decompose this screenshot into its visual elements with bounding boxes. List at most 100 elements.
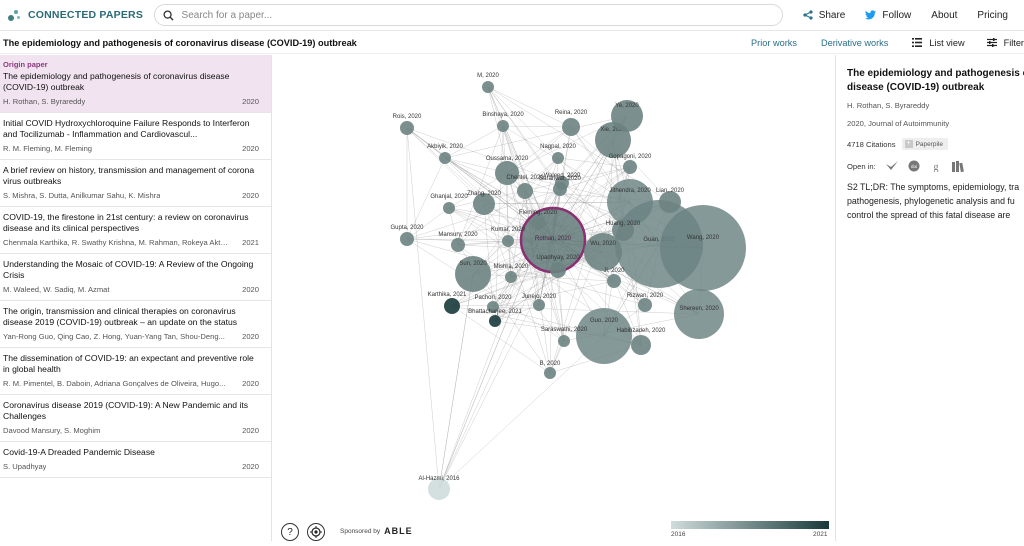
graph-edge [406, 222, 539, 240]
list-view-button[interactable]: List view [912, 37, 965, 48]
graph-edge [406, 207, 450, 240]
graph-nodes: Guan, 2020 Wang, 2020 Rothan, 2020 Guo, 202… [390, 73, 746, 500]
graph-node[interactable]: Gopagoni, 2020 [609, 154, 652, 174]
graph-node[interactable]: Zhang, 2020 [467, 191, 502, 215]
graph-node[interactable]: Saraswathi, 2020 [541, 327, 588, 347]
graph-node[interactable]: Chentel, 2020 [506, 175, 544, 199]
paper-year: 2020 [242, 191, 259, 200]
list-item[interactable]: Initial COVID Hydroxychloroquine Failure… [0, 113, 271, 160]
paperpile-button[interactable]: + Paperpile [901, 138, 949, 150]
graph-node[interactable]: Binshaya, 2020 [482, 112, 524, 132]
graph-node[interactable]: Rothan, 2020 [519, 206, 587, 274]
graph-node[interactable]: Ye, 2020 [611, 100, 643, 132]
graph-node[interactable]: Fleming, 2020 [519, 210, 558, 230]
graph-node[interactable]: Pachori, 2020 [474, 295, 512, 313]
list-item[interactable]: Understanding the Mosaic of COVID-19: A … [0, 254, 271, 301]
search-bar[interactable] [153, 4, 783, 26]
graph-node[interactable]: Nagpal, 2020 [540, 144, 577, 164]
graph-node-circle [444, 298, 460, 314]
search-input[interactable] [181, 9, 762, 21]
graph-edge [502, 125, 539, 224]
filter-button[interactable]: Filter [986, 38, 1024, 48]
graph-node-label: Al-Hazmi, 2016 [418, 476, 460, 482]
graph-node[interactable]: Gupta, 2020 [390, 225, 424, 246]
graph-node[interactable]: B, 2020 [540, 361, 561, 379]
pricing-link[interactable]: Pricing [977, 9, 1008, 21]
graph-edge [406, 157, 446, 240]
graph-node[interactable]: Mansury, 2020 [438, 232, 478, 252]
list-item[interactable]: The origin, transmission and clinical th… [0, 301, 271, 348]
graph-edge [444, 157, 526, 192]
graph-node[interactable]: Kumar, 2020 [491, 227, 526, 247]
derivative-works-link[interactable]: Derivative works [820, 37, 889, 48]
graph-edge [457, 125, 504, 246]
graph-node[interactable]: Wang, 2020 [660, 205, 746, 291]
list-view-label: List view [929, 37, 965, 48]
graph-node[interactable]: Shereen, 2020 [674, 289, 724, 339]
doi-icon[interactable]: doi [908, 160, 920, 172]
graph-canvas[interactable]: Guan, 2020 Wang, 2020 Rothan, 2020 Guo, 202… [273, 55, 835, 541]
library-icon[interactable] [951, 160, 964, 172]
graph-node[interactable]: Huang, 2020 [606, 219, 641, 241]
recenter-button[interactable] [307, 523, 325, 541]
list-item[interactable]: COVID-19, the firestone in 21st century:… [0, 207, 271, 254]
graph-node[interactable]: M, 2020 [477, 73, 499, 93]
graph-node-circle [612, 219, 634, 241]
graph-node[interactable]: Rois, 2020 [393, 114, 422, 135]
help-button[interactable]: ? [281, 523, 299, 541]
brand-logo[interactable]: CONNECTED PAPERS [8, 8, 148, 22]
semantic-scholar-icon[interactable] [885, 160, 898, 172]
paperpile-icon: + [904, 140, 913, 148]
graph-edge [472, 182, 563, 275]
graph-node[interactable]: Sun, 2020 [455, 256, 491, 292]
share-button[interactable]: Share [803, 10, 845, 21]
graph-node[interactable]: Bhattacharjee, 2021 [468, 309, 523, 327]
paper-year: 2020 [242, 462, 259, 471]
graph-node[interactable]: Jithendra, 2020 [607, 179, 653, 225]
graph-node[interactable]: Al-Hazmi, 2016 [418, 476, 460, 500]
graph-node[interactable]: Ji, 2020 [603, 268, 625, 288]
list-item[interactable]: A brief review on history, transmission … [0, 160, 271, 207]
detail-authors[interactable]: H. Rothan, S. Byrareddy [847, 101, 930, 110]
citation-graph[interactable]: Guan, 2020 Wang, 2020 Rothan, 2020 Guo, 202… [273, 55, 835, 541]
graph-node[interactable]: Guo, 2020 [576, 308, 632, 364]
graph-node[interactable]: Oussama, 2020 [486, 156, 529, 185]
list-item[interactable]: Covid-19-A Dreaded Pandemic Disease S. U… [0, 442, 271, 478]
paper-authors: R. M. Pimentel, B. Daboin, Adriana Gonça… [3, 379, 226, 388]
origin-paper-item[interactable]: Origin paper The epidemiology and pathog… [0, 55, 271, 113]
list-item[interactable]: The dissemination of COVID-19: an expect… [0, 348, 271, 395]
graph-node-label: Baranwal, 2020 [539, 176, 581, 182]
graph-node[interactable]: Karthika, 2021 [428, 292, 467, 314]
graph-node[interactable]: Wu, 2020 [584, 233, 622, 271]
list-item[interactable]: Coronavirus disease 2019 (COVID-19): A N… [0, 395, 271, 442]
graph-node-label: Upadhyay, 2020 [536, 255, 580, 261]
graph-edge [438, 273, 474, 490]
prior-works-link[interactable]: Prior works [751, 37, 797, 48]
graph-edge [406, 127, 563, 184]
graph-node[interactable]: Rizwan, 2020 [627, 293, 664, 312]
sponsor-credit[interactable]: Sponsored by ABLE [340, 526, 413, 536]
graph-node-label: Ji, 2020 [603, 268, 625, 274]
graph-node[interactable]: Lian, 2020 [656, 188, 685, 213]
graph-node-circle [531, 216, 545, 230]
graph-node-circle [674, 289, 724, 339]
graph-node[interactable]: Baranwal, 2020 [539, 176, 582, 196]
google-scholar-icon[interactable]: g [930, 160, 942, 172]
graph-node-label: Pachori, 2020 [474, 295, 512, 301]
paper-year: 2020 [242, 332, 259, 341]
graph-node[interactable]: Mishra, 2020 [494, 264, 529, 283]
graph-node[interactable]: Akbiyik, 2020 [427, 144, 464, 164]
graph-node-label: Xie, 2020 [600, 127, 626, 133]
follow-button[interactable]: Follow [865, 10, 911, 21]
graph-node[interactable]: Habibzadeh, 2020 [617, 328, 666, 355]
about-link[interactable]: About [931, 9, 958, 21]
graph-edge [561, 182, 624, 231]
graph-edge [406, 166, 631, 240]
graph-edge [506, 126, 572, 174]
paper-authors: R. M. Fleming, M. Fleming [3, 144, 93, 153]
graph-node[interactable]: Reina, 2020 [555, 110, 588, 136]
graph-node[interactable]: Junejo, 2020 [522, 294, 557, 311]
graph-node-circle [428, 478, 450, 500]
graph-node[interactable]: Upadhyay, 2020 [536, 255, 580, 278]
graph-node[interactable]: Ghanjal, 2020 [430, 194, 468, 214]
